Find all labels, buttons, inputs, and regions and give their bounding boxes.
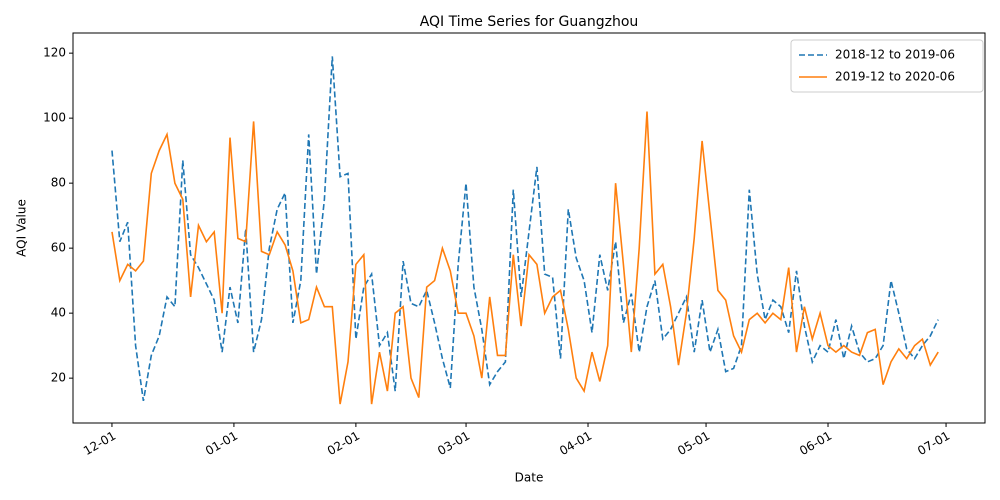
plot-frame [72,32,986,424]
legend-box [790,39,984,93]
x-tick-label: 12-01 [81,429,118,459]
data-line [111,56,939,402]
legend-label: 2019-12 to 2020-06 [835,70,955,84]
x-tick-label: 03-01 [435,429,472,459]
y-tick-label: 40 [51,306,66,320]
x-tick-label: 06-01 [797,429,834,459]
legend-label: 2018-12 to 2019-06 [835,48,955,62]
x-tick-label: 07-01 [915,429,952,459]
y-tick-label: 120 [43,46,66,60]
x-tick-label: 01-01 [203,429,240,459]
chart-title: AQI Time Series for Guangzhou [420,14,639,30]
y-tick-label: 20 [51,371,66,385]
x-tick-label: 05-01 [675,429,712,459]
data-line [111,111,939,405]
y-tick-label: 100 [43,111,66,125]
y-tick-label: 80 [51,176,66,190]
y-axis-label: AQI Value [15,199,29,257]
x-tick-label: 02-01 [325,429,362,459]
x-tick-label: 04-01 [557,429,594,459]
legend: 2018-12 to 2019-06 2019-12 to 2020-06 [790,39,984,93]
x-axis-label: Date [515,471,544,485]
y-tick-label: 60 [51,241,66,255]
